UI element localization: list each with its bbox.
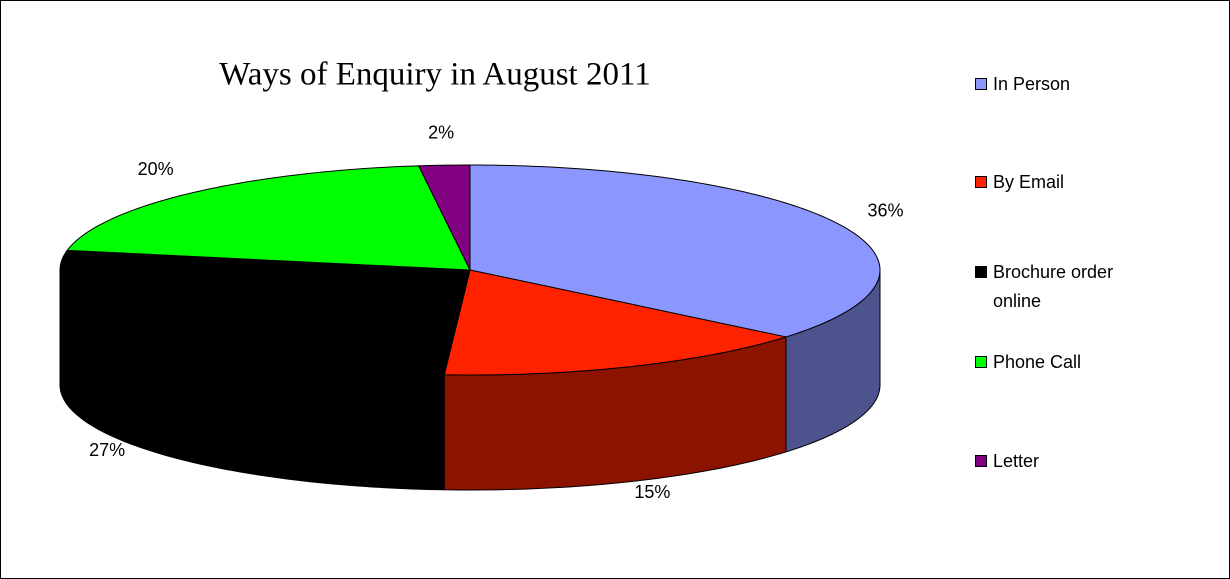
slice — [59, 249, 471, 376]
chart-title: Ways of Enquiry in August 2011 — [219, 57, 651, 93]
legend-item: Phone Call — [975, 348, 1153, 377]
slice — [417, 164, 471, 271]
legend-item: By Email — [975, 168, 1153, 197]
legend-label: Phone Call — [993, 352, 1082, 372]
legend-item: Brochure order online — [975, 258, 1153, 316]
data-label: 36% — [867, 201, 903, 221]
data-label: 27% — [89, 440, 125, 460]
legend-swatch — [975, 356, 987, 368]
data-label: 2% — [428, 123, 454, 143]
legend-label: In Person — [993, 74, 1071, 94]
legend-swatch — [975, 176, 987, 188]
data-label: 20% — [138, 159, 174, 179]
legend-label: By Email — [993, 172, 1065, 192]
data-label: 15% — [634, 482, 670, 502]
legend-label: Brochure order online — [993, 262, 1114, 311]
legend-swatch — [975, 455, 987, 467]
legend-item: Letter — [975, 447, 1153, 476]
legend-swatch — [975, 266, 987, 278]
slice — [469, 164, 881, 338]
legend-swatch — [975, 78, 987, 90]
slice — [443, 269, 787, 376]
slice — [66, 165, 471, 271]
legend-label: Letter — [993, 451, 1040, 471]
legend-item: In Person — [975, 70, 1153, 99]
